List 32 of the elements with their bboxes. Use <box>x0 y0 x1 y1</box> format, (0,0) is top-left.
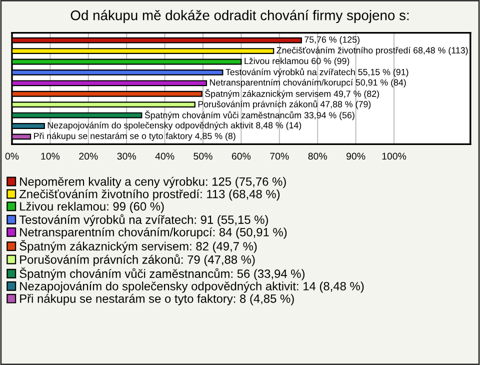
x-tick-label: 0% <box>5 152 19 160</box>
legend-label: Testováním výrobků na zvířatech: 91 (55,15 %) <box>19 214 268 226</box>
legend-label: Lživou reklamou: 99 (60 %) <box>20 202 164 213</box>
legend-label: Při nákupu se nestarám se o tyto faktory: 8 (4,85 %) <box>20 294 294 306</box>
legend-label: Nepoměrem kvality a ceny výrobku: 125 (75,76 %) <box>20 176 286 188</box>
x-tick-label: 60% <box>232 152 251 160</box>
data-label: Nezapojováním do společensky odpovědných aktivit 8,48 % (14) <box>48 122 302 130</box>
chart-title: Od nákupu mě dokáže odradit chování firmy spojeno s: <box>70 10 409 23</box>
data-label: Testováním výrobků na zvířatech 55,15 % (91) <box>226 68 408 77</box>
legend-label: Porušováním právních zákonů: 79 (47,88 %) <box>20 254 255 266</box>
data-label: Porušováním právních zákonů 47,88 % (79) <box>198 100 371 110</box>
x-tick-label: 40% <box>155 152 174 160</box>
x-tick-label: 10% <box>41 152 60 160</box>
data-label: Špatným zákaznickým servisem 49,7 % (82) <box>205 89 379 99</box>
legend-label: Znečišťováním životního prostředí: 113 (68,48 %) <box>19 189 280 201</box>
data-label: Při nákupu se nestarám se o tyto faktory 4,85 % (8) <box>34 132 236 141</box>
x-tick-label: 20% <box>79 152 98 160</box>
data-label: Netransparentním chováním/korupcí 50,91 % (84) <box>210 78 406 88</box>
x-tick-label: 100% <box>382 152 406 160</box>
x-tick-label: 90% <box>346 152 366 160</box>
data-label: 75,76 % (125) <box>304 36 360 44</box>
legend-label: Nezapojováním do společensky odpovědných aktivit: 14 (8,48 %) <box>20 281 364 293</box>
legend-label: Špatným zákaznickým servisem: 82 (49,7 %) <box>20 240 257 253</box>
x-tick-label: 80% <box>308 152 327 160</box>
legend-label: Netransparentním chováním/korupcí: 84 (50,91 %) <box>20 227 287 239</box>
legend-label: Špatným chováním vůči zaměstnancům: 56 (33,94 %) <box>20 267 305 280</box>
data-label: Znečišťováním životního prostředí 68,48 % (113) <box>276 46 468 56</box>
x-tick-label: 30% <box>117 152 136 160</box>
x-tick-label: 50% <box>194 152 212 160</box>
data-label: Lživou reklamou 60 % (99) <box>244 58 350 66</box>
data-label: Špatným chováním vůči zaměstnancům 33,94 % (56) <box>144 110 354 120</box>
x-tick-label: 70% <box>270 152 289 160</box>
